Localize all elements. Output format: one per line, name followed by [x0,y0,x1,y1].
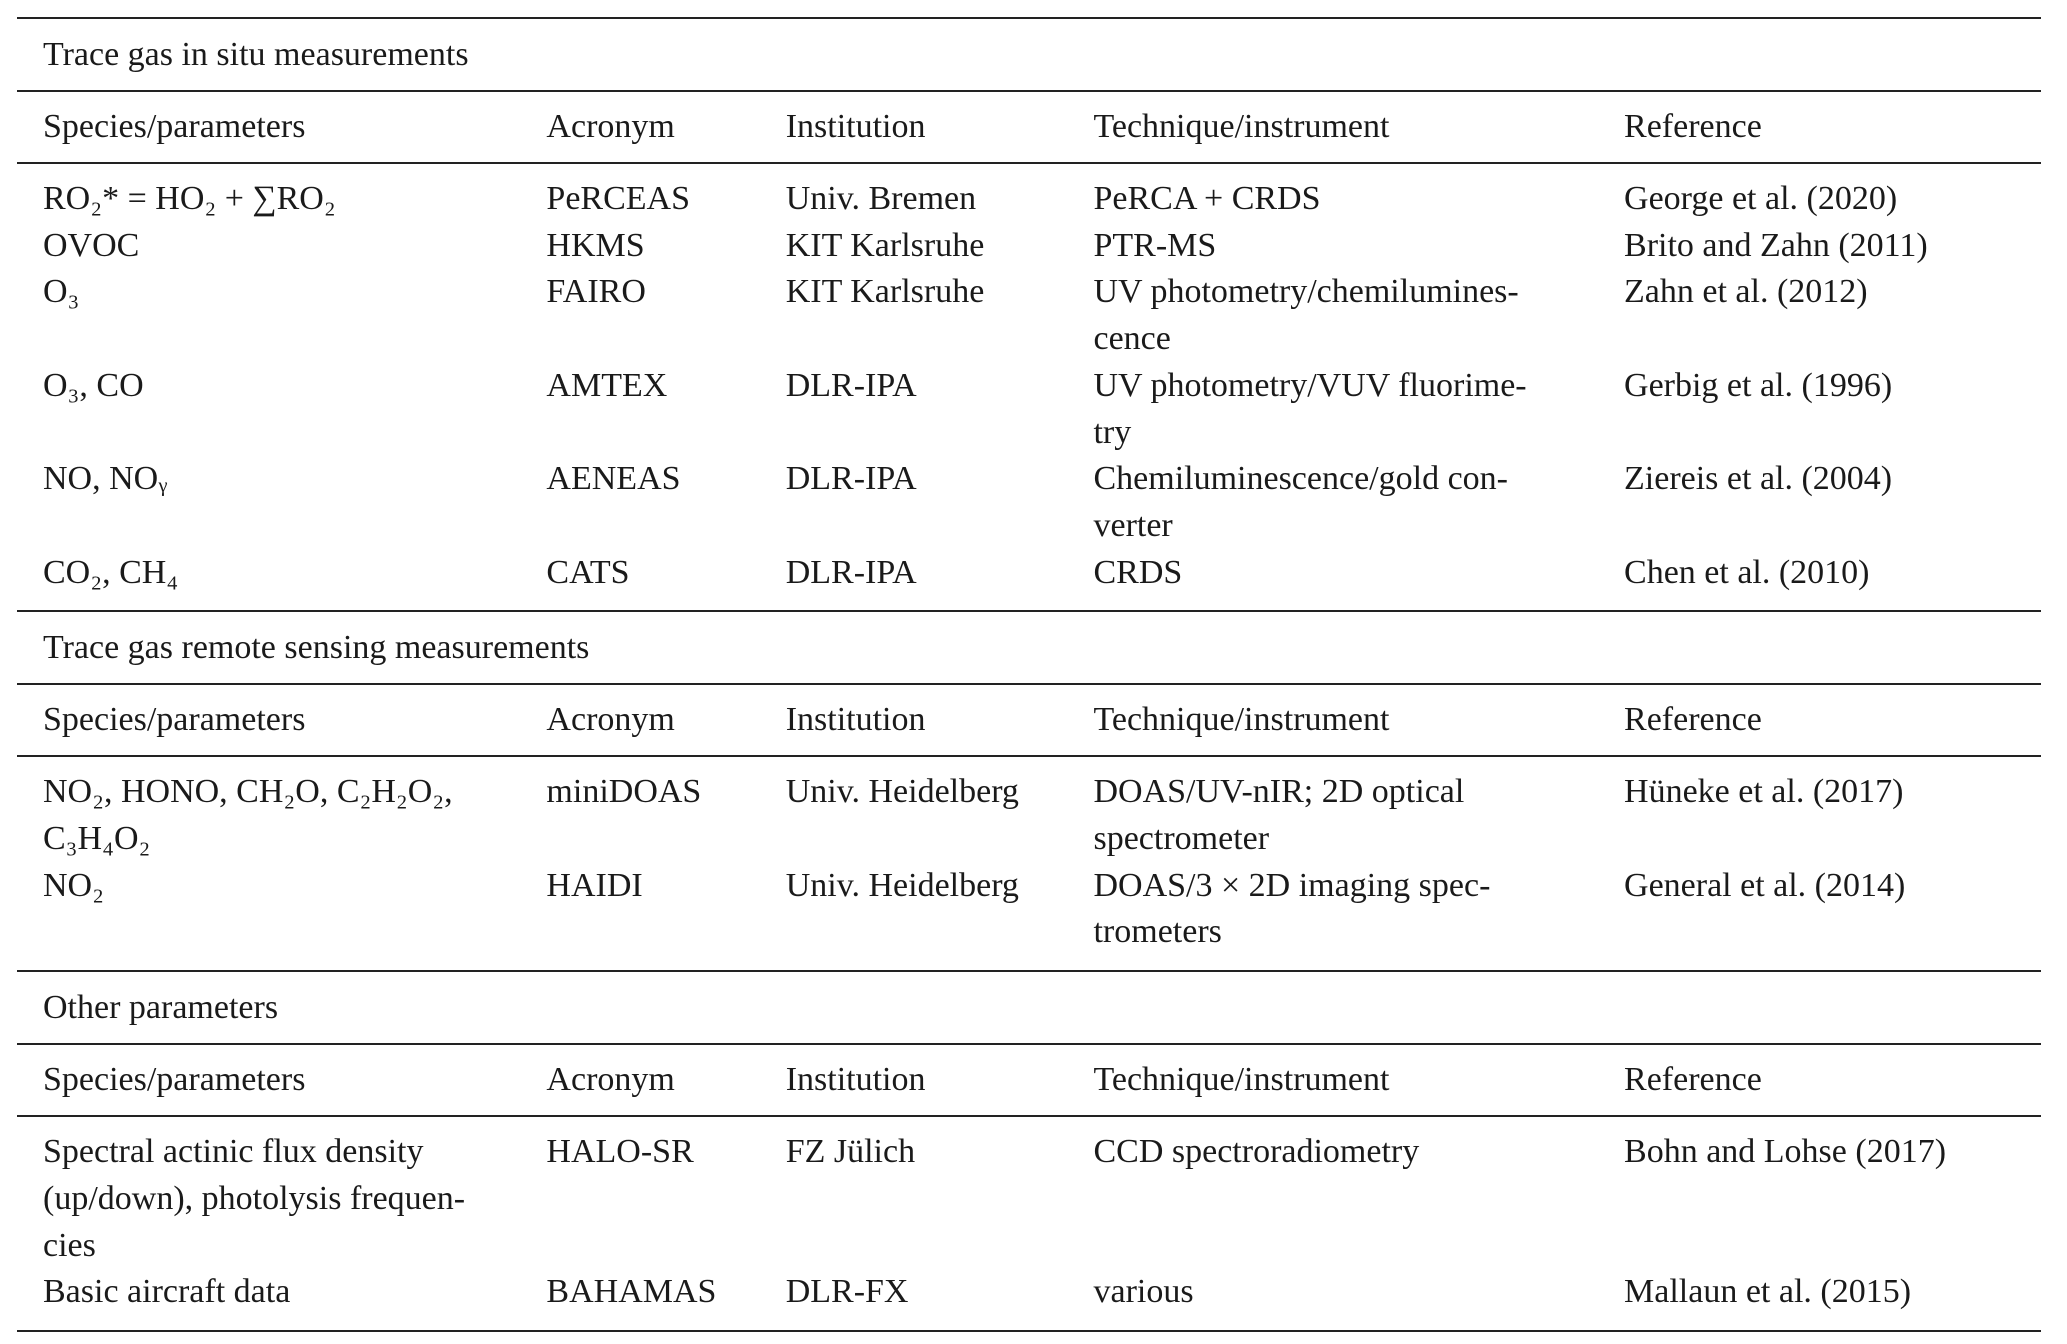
table-rule [17,1115,2041,1118]
cell-acronym: AMTEX [546,366,668,404]
column-header: Institution [785,108,926,145]
cell-species: CO₂, CH₄ [43,553,179,591]
cell-technique: UV photometry/VUV fluorime- try [1093,366,1527,451]
table-rule [17,970,2041,973]
section-body: NO₂, HONO, CH₂O, C₂H₂O₂, C₃H₄O₂ miniDOAS U… [17,757,2041,970]
table-rule [17,1043,2041,1046]
cell-technique: DOAS/3 × 2D imaging spec- trometers [1093,866,1491,951]
cell-reference: Bohn and Lohse (2017) [1624,1133,1947,1171]
table-row: NO₂, HONO, CH₂O, C₂H₂O₂, C₃H₄O₂ miniDOAS U… [17,769,2041,862]
cell-species: NO₂, HONO, CH₂O, C₂H₂O₂, C₃H₄O₂ [43,773,453,858]
cell-institution: DLR-IPA [785,460,917,498]
table-row: O₃, CO AMTEX DLR-IPA UV photometry/VUV fluo… [17,363,2041,456]
cell-technique: PTR-MS [1093,226,1217,264]
cell-reference: Ziereis et al. (2004) [1624,460,1893,498]
cell-reference: George et al. (2020) [1624,180,1898,217]
cell-species: RO₂* = HO₂ + ∑RO₂ [43,180,336,217]
table-rule [17,683,2041,686]
cell-institution: KIT Karlsruhe [785,226,985,264]
cell-acronym: FAIRO [546,273,646,311]
cell-acronym: PeRCEAS [546,180,691,217]
table-rule [17,610,2041,613]
cell-institution: Univ. Heidelberg [785,773,1019,811]
column-header: Reference [1624,701,1762,739]
cell-acronym: BAHAMAS [546,1273,717,1311]
cell-reference: Hüneke et al. (2017) [1624,773,1904,811]
section-body: Spectral actinic flux density (up/down),… [17,1117,2041,1330]
table-rule [17,1329,2041,1332]
cell-acronym: HAIDI [546,866,643,904]
column-header: Technique/instrument [1093,108,1390,145]
column-header: Reference [1624,1061,1762,1099]
cell-species: O₃ [43,273,80,311]
cell-species: OVOC [43,226,140,264]
section-title: Trace gas in situ measurements [43,35,469,73]
column-header: Acronym [546,701,675,739]
cell-institution: DLR-FX [785,1273,909,1311]
cell-institution: DLR-IPA [785,553,917,591]
column-header: Acronym [546,1061,675,1099]
cell-reference: Mallaun et al. (2015) [1624,1273,1912,1311]
cell-species: NO, NOᵧ [43,460,168,498]
column-header: Species/parameters [43,108,306,145]
column-header: Institution [785,701,926,739]
table-row: Basic aircraft data BAHAMAS DLR-FX various M… [17,1269,2041,1316]
cell-institution: FZ Jülich [785,1133,916,1171]
cell-acronym: HALO-SR [546,1133,694,1171]
table-row: NO, NOᵧ AENEAS DLR-IPA Chemiluminescence/go… [17,456,2041,549]
section-body: RO₂* = HO₂ + ∑RO₂ PeRCEAS Univ. Bremen PeRC… [17,164,2041,610]
table-row: O₃ FAIRO KIT Karlsruhe UV photometry/chemil… [17,269,2041,362]
cell-technique: various [1093,1273,1194,1311]
cell-reference: Zahn et al. (2012) [1624,273,1868,311]
cell-species: Spectral actinic flux density (up/down),… [43,1133,466,1264]
cell-technique: CCD spectroradiometry [1093,1133,1420,1171]
cell-species: NO₂ [43,866,104,904]
cell-species: Basic aircraft data [43,1273,291,1311]
table-row: OVOC HKMS KIT Karlsruhe PTR-MS Brito and Zah… [17,223,2041,270]
cell-acronym: HKMS [546,226,645,264]
cell-technique: Chemiluminescence/gold con- verter [1093,460,1508,544]
cell-acronym: AENEAS [546,460,681,498]
column-header-row: Species/parameters Acronym Institution Tech… [17,1045,2041,1115]
table-rule [17,162,2041,164]
cell-institution: KIT Karlsruhe [785,273,985,311]
cell-institution: Univ. Heidelberg [785,866,1019,904]
column-header: Species/parameters [43,1061,306,1099]
cell-institution: Univ. Bremen [785,180,977,217]
table-rule [17,755,2041,758]
table-rule [17,17,2041,19]
column-header: Technique/instrument [1093,701,1390,739]
column-header: Reference [1624,108,1762,145]
cell-technique: DOAS/UV-nIR; 2D optical spectrometer [1093,773,1465,858]
section-title: Trace gas remote sensing measurements [43,628,590,666]
column-header: Acronym [546,108,675,145]
column-header: Institution [785,1061,926,1099]
instrument-table: Trace gas in situ measurements Species/pa… [17,17,2041,1332]
section-title: Other parameters [43,988,279,1026]
cell-institution: DLR-IPA [785,366,917,404]
table-row: RO₂* = HO₂ + ∑RO₂ PeRCEAS Univ. Bremen PeRC… [17,176,2041,223]
cell-acronym: miniDOAS [546,773,702,811]
cell-acronym: CATS [546,553,630,591]
cell-technique: UV photometry/chemilumines- cence [1093,273,1519,358]
cell-technique: CRDS [1093,553,1183,591]
table-row: Spectral actinic flux density (up/down),… [17,1129,2041,1269]
cell-technique: PeRCA + CRDS [1093,180,1321,217]
cell-reference: General et al. (2014) [1624,866,1906,904]
table-row: CO₂, CH₄ CATS DLR-IPA CRDS Chen et al. (2010… [17,550,2041,597]
column-header: Technique/instrument [1093,1061,1390,1099]
column-header-row: Species/parameters Acronym Institution Tech… [17,685,2041,755]
cell-species: O₃, CO [43,366,144,404]
cell-reference: Chen et al. (2010) [1624,553,1870,591]
column-header-row: Species/parameters Acronym Institution Tech… [17,92,2041,162]
cell-reference: Brito and Zahn (2011) [1624,226,1928,264]
column-header: Species/parameters [43,701,306,739]
table-row: NO₂ HAIDI Univ. Heidelberg DOAS/3 × 2D imag… [17,863,2041,956]
table-rule [17,90,2041,92]
cell-reference: Gerbig et al. (1996) [1624,366,1893,404]
